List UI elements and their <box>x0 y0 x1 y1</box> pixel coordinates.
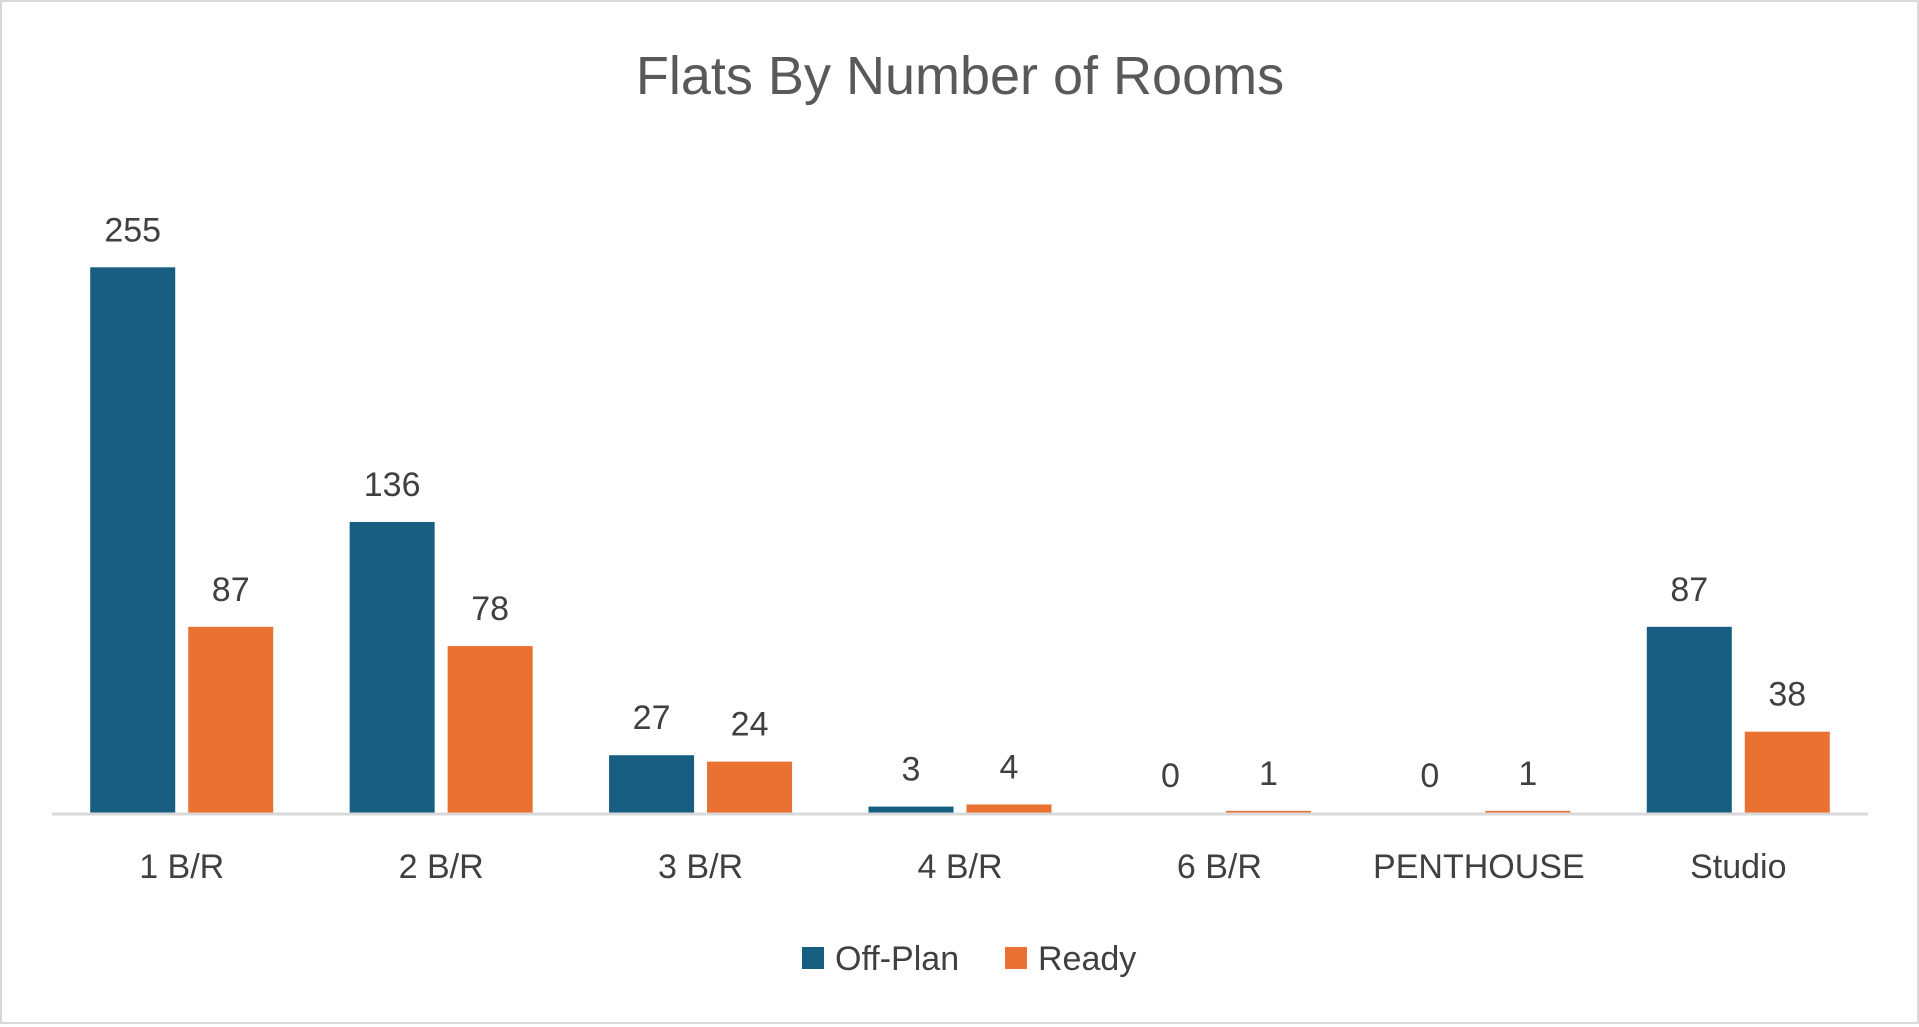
bar-ready-3-b-r <box>707 761 793 813</box>
value-label-ready-1-b-r: 87 <box>212 571 250 609</box>
bar-ready-4-b-r <box>966 804 1052 813</box>
x-tick-label-studio: Studio <box>1690 848 1786 886</box>
x-tick-label-4-b-r: 4 B/R <box>917 848 1002 886</box>
legend-swatch-ready <box>1005 947 1027 969</box>
x-tick-label-1-b-r: 1 B/R <box>139 848 224 886</box>
bar-ready-6-b-r <box>1225 810 1311 813</box>
value-label-off-plan-1-b-r: 255 <box>104 211 161 249</box>
value-label-ready-studio: 38 <box>1768 676 1806 714</box>
legend-label-off-plan: Off-Plan <box>835 940 959 978</box>
value-label-off-plan-penthouse: 0 <box>1420 757 1439 795</box>
legend-label-ready: Ready <box>1038 940 1136 978</box>
value-label-off-plan-3-b-r: 27 <box>633 699 671 737</box>
value-label-off-plan-studio: 87 <box>1670 571 1708 609</box>
x-tick-labels-group: 1 B/R 2 B/R 3 B/R 4 B/R 6 B/R PENTHOUSE Studio <box>139 848 1786 886</box>
legend-swatch-off-plan <box>802 947 824 969</box>
legend: Off-Plan Ready <box>802 940 1136 978</box>
bar-off-plan-2-b-r <box>349 521 435 813</box>
value-label-ready-4-b-r: 4 <box>1000 748 1019 786</box>
bar-off-plan-studio <box>1646 626 1732 813</box>
bar-ready-2-b-r <box>447 646 533 813</box>
value-label-ready-6-b-r: 1 <box>1259 755 1278 793</box>
x-tick-label-3-b-r: 3 B/R <box>658 848 743 886</box>
chart-title: Flats By Number of Rooms <box>636 46 1284 106</box>
bar-off-plan-1-b-r <box>90 267 176 813</box>
bar-ready-studio <box>1744 731 1830 813</box>
value-label-ready-3-b-r: 24 <box>731 706 769 744</box>
x-tick-label-6-b-r: 6 B/R <box>1177 848 1262 886</box>
bar-off-plan-3-b-r <box>609 755 695 813</box>
bar-ready-penthouse <box>1485 810 1571 813</box>
value-labels-group: 255 87 136 78 27 24 3 4 0 1 0 1 87 38 <box>104 211 1806 795</box>
value-label-off-plan-2-b-r: 136 <box>364 466 421 504</box>
value-label-off-plan-6-b-r: 0 <box>1161 757 1180 795</box>
x-tick-label-2-b-r: 2 B/R <box>399 848 484 886</box>
value-label-ready-2-b-r: 78 <box>471 590 509 628</box>
value-label-ready-penthouse: 1 <box>1518 755 1537 793</box>
x-tick-label-penthouse: PENTHOUSE <box>1373 848 1585 886</box>
bar-off-plan-4-b-r <box>868 806 954 813</box>
value-label-off-plan-4-b-r: 3 <box>902 751 921 789</box>
bars-group <box>90 267 1830 813</box>
bar-ready-1-b-r <box>188 626 274 813</box>
